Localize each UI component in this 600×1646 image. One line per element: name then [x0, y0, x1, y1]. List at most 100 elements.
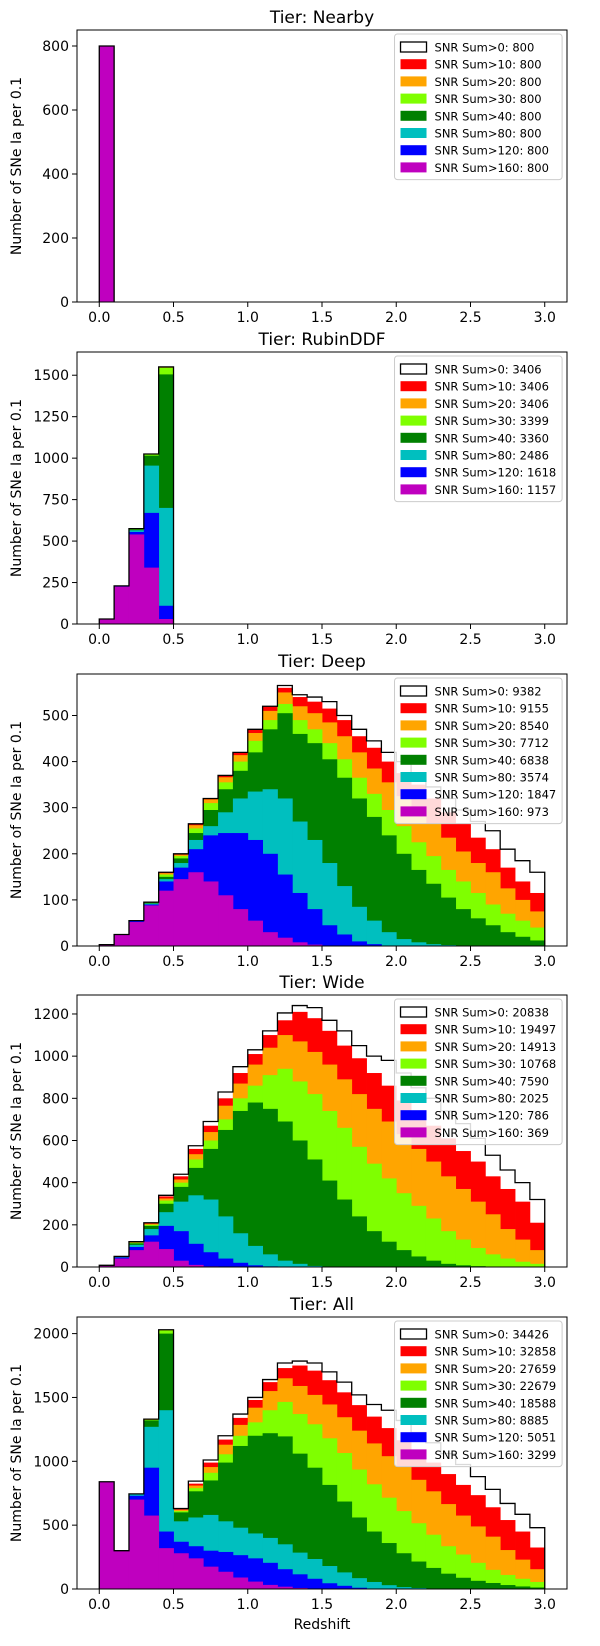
legend-swatch	[400, 1363, 427, 1374]
legend-label: SNR Sum>0: 34426	[435, 1328, 549, 1342]
legend-swatch	[400, 467, 427, 478]
histogram-bar	[188, 1264, 204, 1267]
chart-title: Tier: All	[289, 1295, 354, 1315]
histogram-bar	[232, 1577, 249, 1589]
x-axis-label: Redshift	[294, 1617, 351, 1633]
legend-label: SNR Sum>40: 800	[435, 109, 542, 123]
histogram-bar	[529, 1263, 546, 1267]
y-tick-label: 0	[60, 617, 69, 633]
histogram-bar	[381, 1543, 397, 1589]
histogram-bar	[425, 944, 442, 946]
histogram-bar	[247, 920, 264, 946]
y-tick-label: 200	[42, 1218, 69, 1234]
histogram-bar	[203, 1199, 219, 1267]
histogram-bar	[366, 816, 382, 946]
histogram-bar	[307, 1159, 323, 1267]
legend-label: SNR Sum>30: 800	[435, 92, 542, 106]
x-tick-label: 0.0	[88, 310, 110, 326]
legend-label: SNR Sum>40: 18588	[435, 1396, 557, 1410]
histogram-bar	[232, 1233, 249, 1267]
histogram-bar	[307, 909, 323, 946]
histogram-bar	[515, 1261, 531, 1267]
y-tick-label: 800	[42, 1091, 69, 1107]
histogram-bar	[128, 1250, 145, 1267]
histogram-bar	[411, 869, 427, 946]
histogram-bar	[529, 1581, 546, 1589]
y-tick-label: 1000	[33, 1049, 69, 1065]
legend-label: SNR Sum>120: 1618	[435, 466, 557, 480]
legend-swatch	[400, 76, 427, 87]
histogram-bar	[485, 1254, 501, 1267]
legend-swatch	[400, 1380, 427, 1391]
legend-label: SNR Sum>10: 19497	[435, 1023, 557, 1037]
histogram-bar	[262, 1584, 278, 1589]
histogram-bar	[500, 1585, 516, 1589]
chart-panel-1: Tier: RubinDDF 0.0 0.5 1.0 1.5 2.0 2.5 3.0 0 250 5…	[9, 330, 568, 648]
legend-label: SNR Sum>20: 800	[435, 75, 542, 89]
histogram-bar	[470, 1580, 486, 1589]
histogram-bar	[99, 1481, 115, 1589]
chart-panel-2: Tier: Deep 0.0 0.5 1.0 1.5 2.0 2.5 3.0 0 100 200 30…	[9, 652, 568, 970]
x-tick-label: 1.5	[311, 310, 333, 326]
histogram-bar	[336, 1572, 353, 1589]
histogram-bar	[396, 1587, 412, 1589]
y-tick-label: 0	[60, 295, 69, 311]
legend-swatch	[400, 720, 427, 731]
y-tick-label: 800	[42, 39, 69, 55]
histogram-bar	[470, 918, 486, 946]
x-tick-label: 1.0	[237, 954, 259, 970]
histogram-bar	[396, 939, 412, 946]
legend-label: SNR Sum>80: 2486	[435, 449, 549, 463]
histogram-bar	[247, 1558, 264, 1589]
legend-swatch	[399, 1006, 428, 1018]
x-tick-label: 1.5	[311, 954, 333, 970]
y-tick-label: 1200	[33, 1007, 69, 1023]
legend-swatch	[400, 398, 427, 409]
x-tick-label: 2.0	[385, 1597, 407, 1613]
y-tick-label: 200	[42, 231, 69, 247]
histogram-bar	[322, 1180, 338, 1267]
histogram-bar	[440, 1231, 457, 1267]
histogram-bar	[366, 920, 382, 946]
y-axis-label: Number of SNe Ia per 0.1	[9, 721, 25, 899]
x-tick-label: 2.5	[459, 310, 481, 326]
y-tick-label: 1000	[33, 1454, 69, 1470]
x-tick-label: 2.5	[459, 632, 481, 648]
x-tick-label: 2.5	[459, 1275, 481, 1291]
legend-label: SNR Sum>120: 786	[435, 1109, 549, 1123]
legend-swatch	[400, 754, 427, 765]
histogram-bar	[425, 883, 442, 946]
histogram-bar	[114, 1550, 130, 1589]
y-tick-label: 500	[42, 708, 69, 724]
histogram-bar	[440, 1263, 457, 1267]
legend-swatch	[400, 415, 427, 426]
histogram-bar	[515, 1586, 531, 1589]
legend-label: SNR Sum>160: 973	[435, 805, 549, 819]
x-tick-label: 0.5	[162, 310, 184, 326]
legend-label: SNR Sum>30: 10768	[435, 1057, 557, 1071]
histogram-bar	[232, 909, 249, 946]
legend-swatch	[400, 162, 427, 173]
legend-swatch	[400, 806, 427, 817]
histogram-bar	[396, 1250, 412, 1267]
chart-panel-3: Tier: Wide 0.0 0.5 1.0 1.5 2.0 2.5 3.0 0 200 400 60…	[9, 973, 568, 1291]
histogram-bar	[99, 1265, 115, 1267]
x-tick-label: 2.0	[385, 1275, 407, 1291]
histogram-bar	[411, 1587, 427, 1589]
histogram-bar	[218, 1216, 234, 1267]
legend-label: SNR Sum>120: 1847	[435, 788, 557, 802]
y-tick-label: 600	[42, 1133, 69, 1149]
y-axis-label: Number of SNe Ia per 0.1	[9, 1364, 25, 1542]
histogram-bar	[173, 1231, 189, 1267]
histogram-bar	[529, 1587, 546, 1589]
histogram-bar	[173, 879, 189, 946]
histogram-bar	[277, 1260, 293, 1267]
histogram-bar	[128, 534, 145, 624]
histogram-bar	[455, 1577, 471, 1589]
x-tick-label: 0.0	[88, 1597, 110, 1613]
histogram-bar	[158, 890, 174, 946]
histogram-bar	[455, 1265, 471, 1267]
legend-swatch	[400, 703, 427, 714]
histogram-bar	[262, 932, 278, 946]
